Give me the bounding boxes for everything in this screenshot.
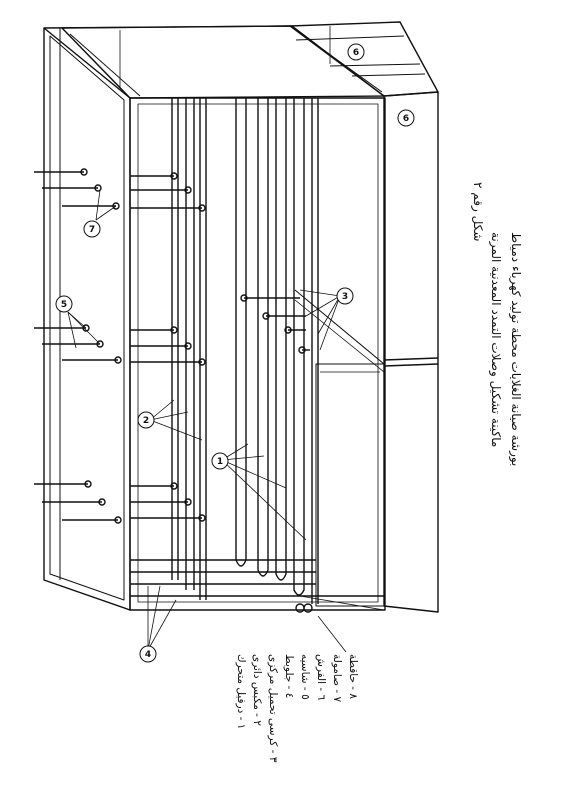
legend-item: ٥ - شاسيه: [299, 654, 311, 700]
legend-item: ٤ - جلوبط: [283, 654, 295, 698]
parts-legend: ١ - درفيل متحرك ٢ - مكبس دائرى ٣ - كرسى …: [235, 654, 359, 763]
callout-4: 5: [55, 295, 73, 313]
svg-text:3: 3: [342, 292, 348, 302]
legend-item: ٨ - حاقطة: [347, 654, 359, 699]
legend-item: ٦ - الفرش: [315, 654, 327, 701]
svg-text:2: 2: [143, 416, 149, 426]
machine-drawing: [34, 21, 439, 653]
svg-text:7: 7: [89, 225, 95, 235]
callout-7: 7: [83, 220, 101, 238]
callout-5: 4: [139, 645, 157, 663]
callout-3: 3: [336, 287, 354, 305]
svg-text:5: 5: [61, 300, 67, 310]
svg-text:6: 6: [403, 114, 409, 124]
figure-label: شكل رقم ٢: [470, 182, 485, 241]
top-panel: [61, 25, 385, 99]
figure-subtitle: بورشة صيانة الغلايات محطة توليد كهرباء د…: [508, 232, 523, 466]
callout-labels: 7 5 2 1 3 4 6 6: [55, 43, 415, 663]
svg-text:4: 4: [145, 650, 151, 660]
right-side-panel: [383, 91, 439, 613]
legend-item: ٢ - مكبس دائرى: [251, 654, 263, 726]
figure-caption: شكل رقم ٢ ماكينة تشكيل وصلات التمدد المع…: [470, 182, 523, 466]
callout-6-side: 6: [397, 109, 415, 127]
top-box: [289, 21, 439, 97]
svg-text:1: 1: [217, 457, 223, 467]
callout-1: 1: [211, 452, 229, 470]
callout-2: 2: [137, 411, 155, 429]
svg-text:6: 6: [353, 48, 359, 58]
callout-6-top: 6: [347, 43, 365, 61]
figure-title: ماكينة تشكيل وصلات التمدد المعدنية المرن…: [488, 232, 503, 447]
legend-item: ٣ - كرسى تحميل مركزى: [267, 654, 279, 763]
legend-item: ٧ - صامولة: [331, 654, 343, 702]
legend-item: ١ - درفيل متحرك: [235, 654, 247, 729]
